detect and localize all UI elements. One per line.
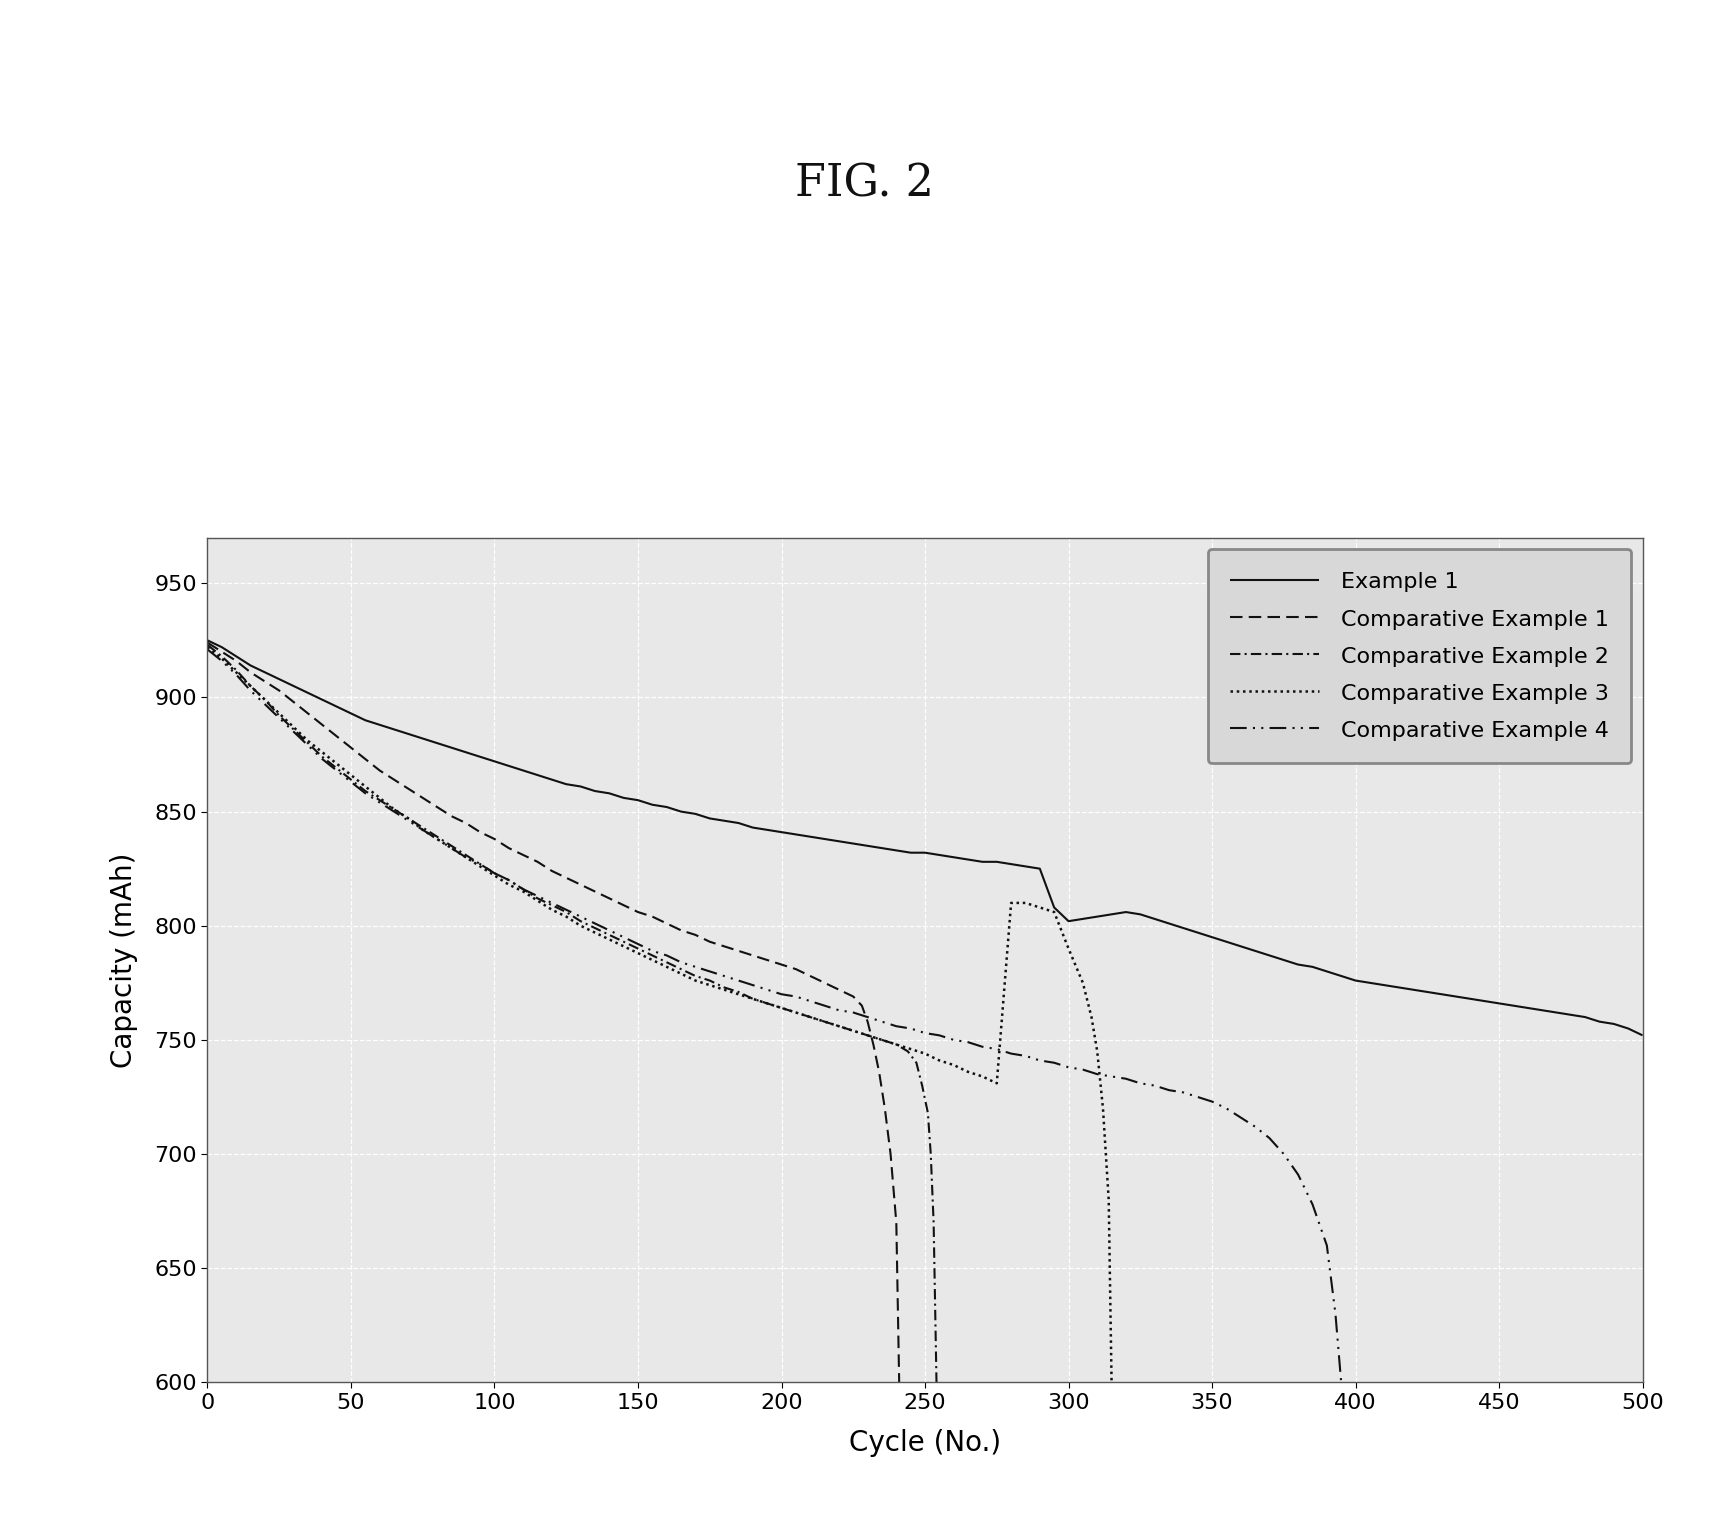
Comparative Example 2 xyxy=(211,647,232,665)
Comparative Example 4 xyxy=(1231,1109,1252,1127)
Comparative Example 4 xyxy=(828,1001,849,1020)
Line: Comparative Example 3: Comparative Example 3 xyxy=(207,647,1112,1382)
Line: Comparative Example 2: Comparative Example 2 xyxy=(207,645,937,1382)
Example 1 xyxy=(858,837,878,856)
Example 1 xyxy=(197,631,218,650)
Comparative Example 4 xyxy=(1131,1074,1152,1092)
Comparative Example 3 xyxy=(628,945,648,963)
Comparative Example 3 xyxy=(197,637,218,656)
Comparative Example 3 xyxy=(341,766,361,785)
Comparative Example 2 xyxy=(801,1008,821,1026)
Example 1 xyxy=(1632,1026,1653,1044)
Text: FIG. 2: FIG. 2 xyxy=(795,163,934,206)
Comparative Example 2 xyxy=(641,946,662,965)
Comparative Example 4 xyxy=(197,641,218,659)
Comparative Example 1 xyxy=(657,914,678,932)
Example 1 xyxy=(557,776,577,794)
Comparative Example 1 xyxy=(889,1373,909,1392)
Comparative Example 3 xyxy=(915,1044,935,1063)
Comparative Example 3 xyxy=(1081,1008,1101,1026)
Comparative Example 1 xyxy=(714,937,735,955)
Comparative Example 4 xyxy=(1044,1054,1065,1072)
Comparative Example 2 xyxy=(484,865,505,883)
Comparative Example 1 xyxy=(641,908,662,926)
Example 1 xyxy=(1273,951,1293,969)
Comparative Example 4 xyxy=(1331,1373,1352,1392)
Comparative Example 4 xyxy=(915,1025,935,1043)
Comparative Example 1 xyxy=(327,727,348,745)
Y-axis label: Capacity (mAh): Capacity (mAh) xyxy=(109,852,138,1068)
Line: Comparative Example 1: Comparative Example 1 xyxy=(207,642,899,1382)
Line: Example 1: Example 1 xyxy=(207,641,1643,1035)
Example 1 xyxy=(1058,912,1079,931)
Comparative Example 2 xyxy=(685,966,705,985)
Comparative Example 3 xyxy=(412,820,432,839)
Comparative Example 2 xyxy=(927,1373,947,1392)
Comparative Example 4 xyxy=(1188,1087,1209,1106)
Example 1 xyxy=(1202,928,1222,946)
Example 1 xyxy=(297,684,318,702)
X-axis label: Cycle (No.): Cycle (No.) xyxy=(849,1430,1001,1458)
Legend: Example 1, Comparative Example 1, Comparative Example 2, Comparative Example 3, : Example 1, Comparative Example 1, Compar… xyxy=(1209,548,1632,763)
Comparative Example 1 xyxy=(614,895,635,914)
Comparative Example 1 xyxy=(484,829,505,848)
Comparative Example 3 xyxy=(1101,1373,1122,1392)
Comparative Example 2 xyxy=(714,978,735,997)
Comparative Example 2 xyxy=(197,636,218,654)
Comparative Example 3 xyxy=(584,923,605,942)
Comparative Example 1 xyxy=(197,633,218,651)
Line: Comparative Example 4: Comparative Example 4 xyxy=(207,650,1342,1382)
